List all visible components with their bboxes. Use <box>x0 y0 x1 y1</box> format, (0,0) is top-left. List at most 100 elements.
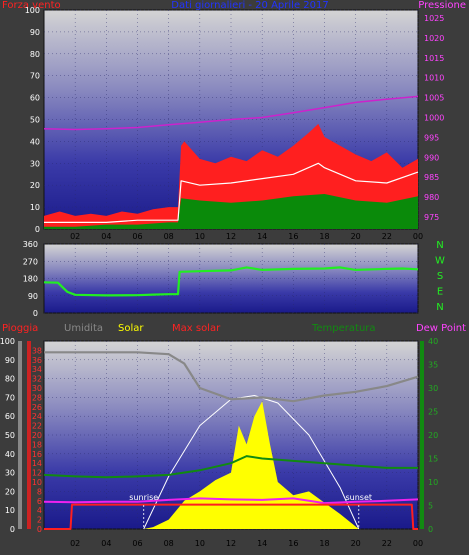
pressure-axis: 975 980 985 990 995 1000 1005 1010 1015 1020 1025 <box>424 14 444 222</box>
tick-label: 60 <box>5 412 15 421</box>
meteo-x-axis: 02 04 06 08 10 12 14 16 18 20 22 00 <box>70 539 423 548</box>
tick-label: 22 <box>382 539 392 548</box>
tick-label: 1015 <box>424 54 444 63</box>
tick-label: 32 <box>32 375 42 384</box>
legend-solar: Solar <box>118 323 144 334</box>
meteo-temp-axis-bar <box>420 341 424 529</box>
tick-label: 100 <box>25 6 40 15</box>
sun-annotations: sunrise sunset <box>129 493 372 529</box>
tick-label: 04 <box>101 232 111 241</box>
compass-label: N <box>436 302 443 313</box>
tick-label: 25 <box>428 408 438 417</box>
tick-label: 12 <box>32 469 42 478</box>
direction-series <box>43 266 419 297</box>
meteo-temperature-axis: 0 5 10 15 20 25 30 35 40 <box>428 337 438 534</box>
tick-label: 5 <box>428 502 433 511</box>
tick-label: 40 <box>5 450 15 459</box>
tick-label: 50 <box>30 116 40 125</box>
series-average <box>44 162 419 223</box>
annotation-label: sunrise <box>129 493 158 502</box>
tick-label: 14 <box>32 459 42 468</box>
tick-label: 990 <box>424 153 439 162</box>
tick-label: 10 <box>32 478 42 487</box>
wind-series <box>43 95 419 229</box>
tick-label: 00 <box>413 232 423 241</box>
wind-x-axis: 02 04 06 08 10 12 14 16 18 20 22 00 <box>70 232 423 241</box>
wind-header-left: Forza vento <box>2 0 61 11</box>
tick-label: 02 <box>70 232 80 241</box>
tick-label: 100 <box>0 337 15 346</box>
tick-label: 18 <box>319 539 329 548</box>
series-direction <box>43 266 419 297</box>
tick-label: 1010 <box>424 74 444 83</box>
wind-left-axis: 0 10 20 30 40 50 60 70 80 90 100 <box>25 6 40 234</box>
tick-label: 12 <box>226 539 236 548</box>
tick-label: 70 <box>5 393 15 402</box>
tick-label: 16 <box>288 539 298 548</box>
tick-label: 985 <box>424 173 439 182</box>
tick-label: 10 <box>30 203 40 212</box>
tick-label: 35 <box>428 361 438 370</box>
tick-label: 30 <box>428 384 438 393</box>
series-dew-point <box>43 497 419 505</box>
series-solar <box>143 401 359 529</box>
tick-label: 40 <box>30 137 40 146</box>
compass-label: W <box>435 256 445 267</box>
direction-left-axis: 0 90 180 270 360 <box>23 240 38 318</box>
tick-label: 10 <box>5 506 15 515</box>
tick-label: 02 <box>70 539 80 548</box>
tick-label: 16 <box>288 232 298 241</box>
wind-header-right: Pressione <box>418 0 466 11</box>
tick-label: 20 <box>30 181 40 190</box>
tick-label: 22 <box>32 422 42 431</box>
tick-label: 16 <box>32 450 42 459</box>
meteo-series <box>43 351 419 530</box>
tick-label: 995 <box>424 133 439 142</box>
tick-label: 0 <box>33 309 38 318</box>
tick-label: 24 <box>32 412 42 421</box>
tick-label: 26 <box>32 403 42 412</box>
meteo-percent-axis-bar <box>18 341 22 529</box>
tick-label: 1025 <box>424 14 444 23</box>
tick-label: 0 <box>35 225 40 234</box>
tick-label: 15 <box>428 455 438 464</box>
tick-label: 0 <box>428 525 433 534</box>
tick-label: 08 <box>164 232 174 241</box>
series-umidita <box>44 351 419 403</box>
tick-label: 1000 <box>424 114 444 123</box>
series-temperatura <box>43 455 418 479</box>
tick-label: 6 <box>37 497 42 506</box>
tick-label: 180 <box>23 275 38 284</box>
tick-label: 90 <box>5 356 15 365</box>
tick-label: 2 <box>37 516 42 525</box>
tick-label: 20 <box>428 431 438 440</box>
tick-label: 14 <box>257 232 267 241</box>
tick-label: 20 <box>351 539 361 548</box>
series-max-solar <box>143 395 360 530</box>
tick-label: 80 <box>30 50 40 59</box>
tick-label: 50 <box>5 431 15 440</box>
tick-label: 28 <box>32 393 42 402</box>
tick-label: 10 <box>195 232 205 241</box>
tick-label: 36 <box>32 356 42 365</box>
tick-label: 4 <box>37 506 42 515</box>
legend-max-solar: Max solar <box>172 323 221 334</box>
tick-label: 0 <box>10 525 15 534</box>
legend-temperature: Temperatura <box>311 323 376 334</box>
series-pioggia <box>44 503 418 530</box>
tick-label: 18 <box>319 232 329 241</box>
chart-date-title: Dati giornalieri - 20 Aprile 2017 <box>171 0 328 11</box>
tick-label: 975 <box>424 213 439 222</box>
tick-label: 20 <box>32 431 42 440</box>
tick-label: 90 <box>30 28 40 37</box>
wind-grid <box>44 9 419 230</box>
meteo-rain-axis-bar <box>27 341 31 529</box>
tick-label: 10 <box>428 478 438 487</box>
tick-label: 38 <box>32 346 42 355</box>
tick-label: 20 <box>5 487 15 496</box>
tick-label: 60 <box>30 94 40 103</box>
tick-label: 18 <box>32 440 42 449</box>
compass-label: S <box>437 271 443 282</box>
